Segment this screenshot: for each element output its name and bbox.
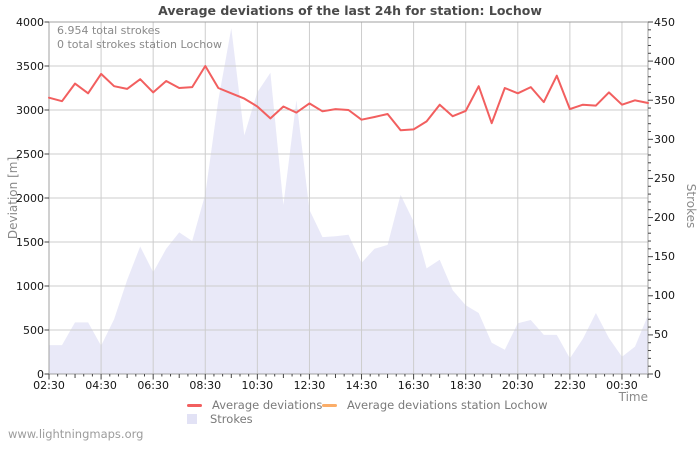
- y-axis-left-tick-label: 4000: [16, 15, 44, 29]
- x-axis-tick-label: 20:30: [501, 379, 534, 392]
- x-axis-title: Time: [618, 390, 648, 404]
- legend-line-swatch: [322, 403, 337, 407]
- x-axis-tick-label: 08:30: [189, 379, 222, 392]
- legend-label: Average deviations station Lochow: [347, 398, 548, 412]
- y-axis-right-tick-label: 0: [654, 367, 661, 381]
- x-axis-tick-label: 14:30: [345, 379, 378, 392]
- y-axis-left-tick-label: 3500: [16, 59, 44, 73]
- legend-item-1: Average deviations: [187, 398, 322, 412]
- y-axis-right-tick-label: 400: [654, 54, 675, 68]
- annotation-total-strokes: 6.954 total strokes: [57, 24, 161, 37]
- legend-line-swatch: [187, 403, 202, 407]
- chart-title: Average deviations of the last 24h for s…: [158, 3, 542, 18]
- y-axis-left-tick-label: 2500: [16, 147, 44, 161]
- deviation-line: [48, 65, 649, 132]
- legend-item-2: Average deviations station Lochow: [322, 398, 548, 412]
- y-axis-left-tick-label: 1000: [16, 279, 44, 293]
- y-axis-left-tick-label: 3000: [16, 103, 44, 117]
- y-axis-right-tick-label: 300: [654, 132, 675, 146]
- y-axis-right-tick-label: 450: [654, 15, 675, 29]
- x-axis-tick-label: 18:30: [449, 379, 482, 392]
- x-axis-tick-label: 06:30: [137, 379, 170, 392]
- y-axis-left-tick-label: 500: [23, 323, 44, 337]
- annotation-station-strokes: 0 total strokes station Lochow: [57, 38, 222, 51]
- x-axis-tick-label: 16:30: [397, 379, 430, 392]
- y-axis-right-tick-label: 150: [654, 250, 675, 264]
- y-axis-left-tick-label: 1500: [16, 235, 44, 249]
- x-axis-tick-label: 12:30: [293, 379, 326, 392]
- y-axis-right-tick-label: 200: [654, 211, 675, 225]
- y-axis-left-tick-label: 2000: [16, 191, 44, 205]
- y-axis-right-tick-label: 250: [654, 171, 675, 185]
- x-axis-tick-label: 00:30: [606, 379, 638, 392]
- x-axis-tick-label: 02:30: [33, 379, 65, 392]
- x-axis-tick-label: 04:30: [85, 379, 117, 392]
- x-axis-tick-label: 10:30: [241, 379, 274, 392]
- y-axis-right-tick-label: 350: [654, 93, 675, 107]
- legend-label: Average deviations: [212, 398, 323, 412]
- x-axis-tick-label: 22:30: [554, 379, 586, 392]
- strokes-area: [49, 28, 648, 375]
- legend-item-3: Strokes: [187, 412, 253, 426]
- watermark: www.lightningmaps.org: [8, 427, 144, 441]
- legend-area-swatch: [187, 414, 197, 424]
- y-axis-right-tick-label: 100: [654, 289, 675, 303]
- legend-label: Strokes: [210, 412, 253, 426]
- y-axis-left-tick-label: 0: [37, 367, 44, 381]
- y-axis-right-tick-label: 50: [654, 328, 668, 342]
